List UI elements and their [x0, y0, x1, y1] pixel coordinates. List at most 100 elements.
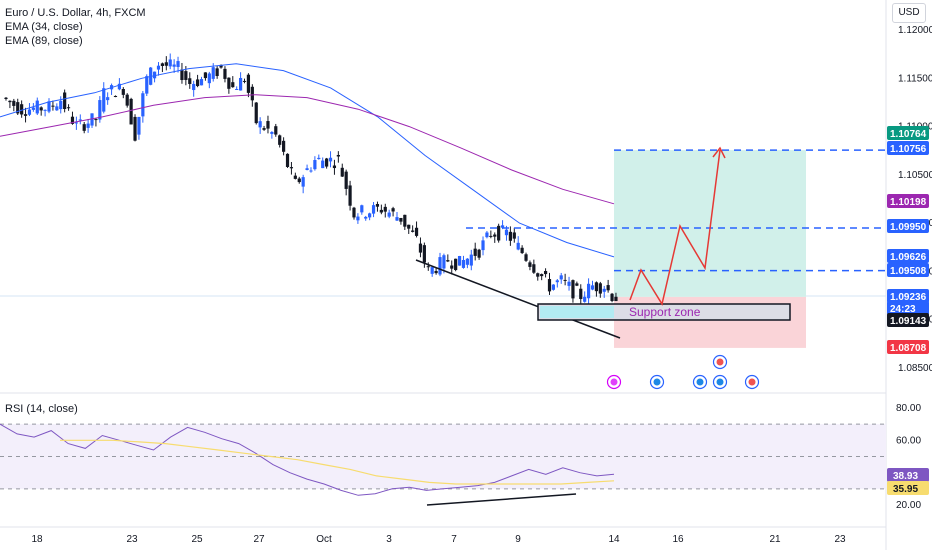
candle-body — [145, 76, 149, 94]
candle-body — [368, 213, 372, 218]
candle-body — [579, 288, 583, 299]
candle-body — [78, 119, 82, 121]
rsi-divergence-line — [426, 493, 577, 506]
candle-body — [309, 170, 313, 172]
price-tag-label: 1.08708 — [890, 343, 927, 354]
price-tag — [887, 126, 929, 140]
time-tick-label: 27 — [253, 534, 265, 545]
candle-body — [74, 122, 78, 124]
time-tick-label: 16 — [672, 534, 684, 545]
candle-body — [180, 69, 184, 81]
chart-title: Euro / U.S. Dollar, 4h, FXCM — [5, 7, 146, 19]
candle-body — [489, 235, 493, 237]
candle-body — [473, 248, 477, 256]
candle-body — [199, 79, 204, 86]
candle-body — [239, 77, 243, 91]
candle-body — [168, 59, 172, 67]
candle-body — [551, 284, 555, 290]
candle-body — [325, 158, 329, 167]
price-tag-label: 1.10764 — [890, 129, 927, 140]
price-tag — [887, 141, 929, 155]
candle-body — [4, 97, 8, 99]
candle-body — [434, 270, 438, 274]
candle-body — [262, 128, 266, 130]
candle-body — [328, 157, 333, 162]
candle-body — [332, 165, 337, 169]
candle-body — [426, 266, 430, 268]
price-tag-label: 1.09143 — [890, 316, 927, 327]
support-trendline — [415, 259, 621, 339]
candle-body — [407, 224, 411, 229]
price-tag — [887, 263, 929, 277]
candle-body — [188, 78, 192, 84]
candle-body — [606, 285, 610, 291]
price-tick-label: 1.11500 — [898, 73, 932, 84]
candle-body — [293, 175, 297, 179]
candle-body — [497, 225, 501, 241]
currency-selector[interactable]: USD — [892, 3, 926, 23]
time-tick-label: 23 — [834, 534, 846, 545]
candle-body — [360, 205, 364, 213]
price-tick-label: 1.12000 — [898, 25, 932, 36]
candle-body — [133, 116, 137, 141]
candle-body — [348, 185, 352, 206]
candle-body — [266, 121, 270, 129]
rsi-legend: RSI (14, close) — [5, 403, 78, 415]
candle-body — [356, 216, 360, 221]
price-tick-label: 1.08500 — [898, 363, 932, 374]
candle-body — [594, 282, 599, 292]
price-tag-label: 1.10756 — [890, 144, 927, 155]
candle-body — [270, 132, 274, 134]
candle-body — [219, 64, 223, 68]
candle-body — [454, 258, 458, 271]
candle-body — [387, 212, 391, 217]
candle-body — [125, 94, 129, 106]
candle-body — [27, 109, 32, 115]
candle-body — [160, 63, 164, 66]
candle-body — [215, 68, 219, 77]
rsi-tag — [887, 468, 929, 482]
candle-body — [152, 71, 157, 79]
candle-body — [231, 82, 235, 88]
candle-body — [399, 217, 403, 222]
candle-body — [63, 92, 67, 109]
candle-body — [598, 283, 602, 294]
candle-body — [442, 255, 446, 269]
candle-body — [192, 83, 196, 91]
candle-body — [254, 102, 258, 124]
price-tag-label: 1.09236 — [890, 292, 927, 303]
candle-body — [129, 98, 133, 125]
candle-body — [250, 86, 254, 101]
candle-body — [282, 140, 286, 152]
candle-body — [465, 258, 469, 265]
candle-body — [211, 67, 215, 79]
rsi-tick-label: 80.00 — [896, 403, 921, 414]
candle-body — [371, 205, 376, 214]
candle-body — [586, 283, 591, 299]
candle-body — [504, 229, 509, 236]
candle-body — [532, 264, 536, 273]
price-tag — [887, 219, 929, 233]
rsi-ma-line — [60, 439, 615, 485]
price-tag-label: 1.09950 — [890, 222, 927, 233]
candle-body — [31, 107, 35, 110]
rsi-ma-tag-label: 35.95 — [893, 484, 918, 495]
candle-body — [184, 71, 188, 80]
candle-body — [51, 105, 55, 107]
candle-body — [317, 157, 321, 160]
event-icon-dot — [653, 378, 661, 386]
candle-body — [121, 89, 125, 95]
candle-body — [176, 61, 180, 67]
candle-body — [364, 216, 368, 219]
price-tag — [887, 249, 929, 263]
price-tag — [887, 340, 929, 354]
candle-body — [223, 68, 227, 79]
candle-body — [137, 116, 141, 135]
event-icon-dot — [610, 378, 618, 386]
price-tick-label: 1.10500 — [898, 170, 932, 181]
rsi-ma-tag — [887, 481, 929, 495]
candle-body — [258, 121, 262, 128]
candle-body — [12, 100, 16, 106]
candle-body — [567, 281, 571, 286]
candle-body — [450, 265, 454, 269]
